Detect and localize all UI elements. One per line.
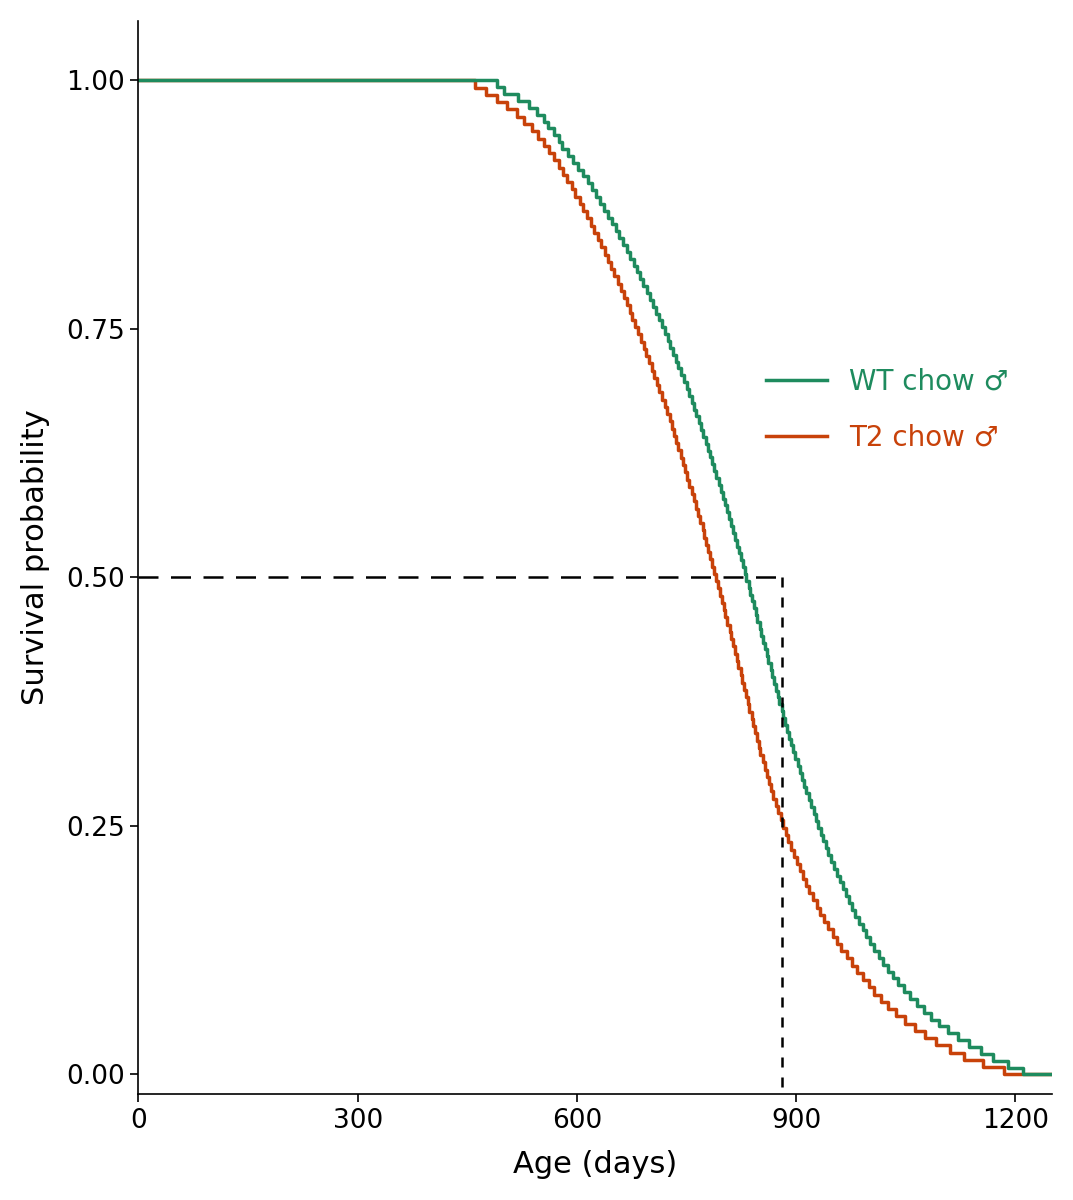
Legend: WT chow ♂, T2 chow ♂: WT chow ♂, T2 chow ♂ bbox=[754, 356, 1019, 463]
X-axis label: Age (days): Age (days) bbox=[513, 1150, 677, 1180]
T2 chow ♂ bbox=[577, 204, 590, 218]
T2 chow ♂ bbox=[672, 443, 685, 457]
WT chow ♂ bbox=[692, 409, 705, 424]
T2 chow ♂ bbox=[711, 581, 724, 595]
WT chow ♂ bbox=[1016, 1067, 1029, 1081]
WT chow ♂ bbox=[132, 73, 145, 88]
WT chow ♂ bbox=[761, 642, 774, 656]
T2 chow ♂ bbox=[734, 668, 747, 683]
T2 chow ♂ bbox=[716, 588, 729, 602]
T2 chow ♂ bbox=[132, 73, 145, 88]
Line: WT chow ♂: WT chow ♂ bbox=[138, 80, 1052, 1074]
T2 chow ♂ bbox=[1045, 1067, 1058, 1081]
WT chow ♂ bbox=[661, 326, 674, 341]
WT chow ♂ bbox=[1045, 1067, 1058, 1081]
WT chow ♂ bbox=[744, 587, 756, 601]
WT chow ♂ bbox=[664, 334, 677, 348]
T2 chow ♂ bbox=[998, 1067, 1011, 1081]
Y-axis label: Survival probability: Survival probability bbox=[20, 409, 49, 706]
WT chow ♂ bbox=[987, 1054, 1000, 1068]
Line: T2 chow ♂: T2 chow ♂ bbox=[138, 80, 1052, 1074]
T2 chow ♂ bbox=[761, 762, 774, 776]
